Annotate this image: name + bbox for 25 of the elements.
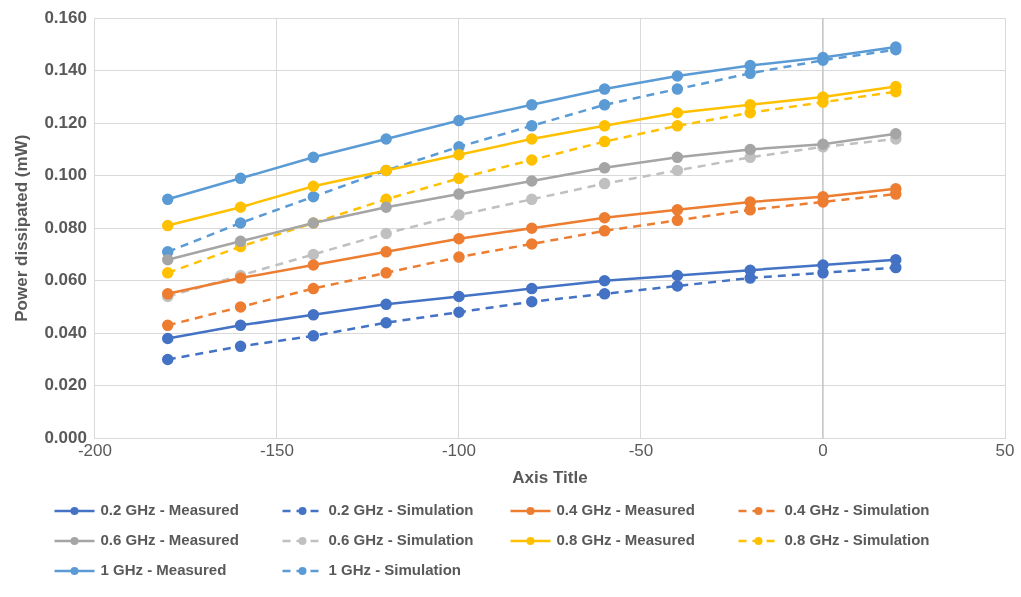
y-tick-label: 0.020 [44, 375, 87, 395]
legend-label: 0.8 GHz - Simulation [784, 531, 930, 549]
legend-label: 1 GHz - Simulation [328, 561, 462, 579]
legend-label: 0.6 GHz - Measured [100, 531, 239, 549]
y-tick-label: 0.060 [44, 270, 87, 290]
y-tick-label: 0.100 [44, 165, 87, 185]
legend-label: 1 GHz - Measured [100, 561, 227, 579]
x-tick-label: 50 [995, 441, 1015, 461]
y-axis-title: Power dissipated (mW) [11, 134, 31, 322]
legend-label: 0.2 GHz - Measured [100, 501, 239, 519]
y-tick-label: 0.140 [44, 60, 87, 80]
y-tick-label: 0.080 [44, 217, 87, 237]
y-tick-label: 0.120 [44, 112, 87, 132]
y-tick-label: 0.040 [44, 322, 87, 342]
x-tick-label: -150 [259, 441, 294, 461]
legend-label: 0.4 GHz - Measured [556, 501, 695, 519]
legend-label: 0.4 GHz - Simulation [784, 501, 930, 519]
legend-label: 0.2 GHz - Simulation [328, 501, 474, 519]
x-axis-title: Axis Title [512, 468, 588, 488]
x-tick-label: -100 [441, 441, 476, 461]
legend-label: 0.8 GHz - Measured [556, 531, 695, 549]
legend-label: 0.6 GHz - Simulation [328, 531, 474, 549]
y-tick-label: 0.160 [44, 7, 87, 27]
x-tick-label: 0 [818, 441, 828, 461]
x-tick-label: -50 [628, 441, 654, 461]
